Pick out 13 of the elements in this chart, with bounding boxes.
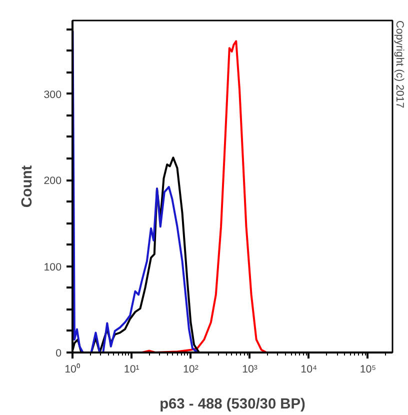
- y-axis-title: Count: [20, 165, 36, 208]
- x-tick-label: 10⁰: [64, 362, 80, 376]
- x-axis-title: p63 - 488 (530/30 BP): [160, 396, 306, 412]
- y-tick-label: 100: [44, 261, 62, 274]
- text: Copyright (c) 2017: [394, 20, 406, 108]
- x-tick-label: 10⁴: [300, 364, 318, 376]
- x-tick-label: 10¹: [124, 364, 140, 376]
- y-tick-label: 200: [44, 175, 62, 188]
- x-tick-label: 10³: [242, 364, 258, 376]
- x-tick-label: 10⁵: [360, 364, 376, 376]
- x-tick-label: 10²: [182, 364, 199, 376]
- y-tick-label: 0: [56, 348, 62, 360]
- y-tick-label: 300: [44, 88, 62, 101]
